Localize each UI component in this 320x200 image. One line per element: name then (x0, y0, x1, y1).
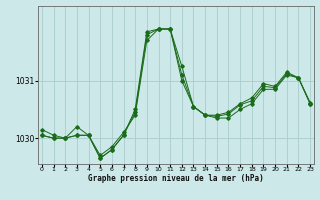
X-axis label: Graphe pression niveau de la mer (hPa): Graphe pression niveau de la mer (hPa) (88, 174, 264, 183)
